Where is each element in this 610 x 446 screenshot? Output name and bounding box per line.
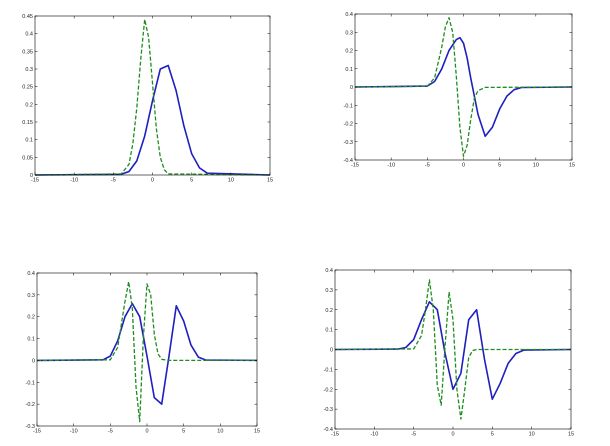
x-tick-label: 5 (491, 432, 494, 438)
x-tick-label: -5 (425, 163, 430, 169)
y-tick-label: -0.1 (26, 380, 35, 386)
x-tick-label: 10 (529, 432, 535, 438)
y-tick-label: 0.25 (22, 85, 33, 91)
y-tick-label: 0 (330, 348, 333, 354)
y-tick-label: 0.35 (22, 49, 33, 55)
x-tick-label: -10 (370, 432, 378, 438)
x-tick-label: -5 (411, 432, 416, 438)
x-tick-label: 10 (217, 429, 223, 435)
x-tick-label: 15 (569, 163, 575, 169)
y-tick-label: 0.4 (25, 32, 33, 38)
y-tick-label: 0.3 (27, 293, 35, 299)
y-tick-label: -0.4 (324, 427, 333, 433)
x-tick-label: 10 (533, 163, 539, 169)
y-tick-label: -0.1 (324, 367, 333, 373)
y-tick-label: 0.1 (27, 337, 35, 343)
y-tick-label: 0.1 (25, 138, 33, 144)
y-tick-label: 0.3 (325, 288, 333, 294)
y-tick-label: -0.3 (324, 407, 333, 413)
y-tick-label: -0.3 (26, 424, 35, 430)
y-tick-label: 0.15 (22, 120, 33, 126)
x-tick-label: 10 (228, 178, 234, 184)
y-tick-label: -0.2 (324, 387, 333, 393)
plot-bottom-right: -15 -10 -5 0 5 10 15 -0.4 -0.3 -0.2 -0.1 0 0.1 0.2 0.3… (324, 268, 575, 438)
x-tick-label: 5 (190, 178, 193, 184)
x-tick-label: 0 (451, 432, 454, 438)
y-tick-label: 0.2 (325, 308, 333, 314)
axes-frame (36, 272, 258, 427)
series-line-dashed (34, 18, 271, 176)
x-tick-label: -10 (70, 178, 78, 184)
x-tick-label: -10 (70, 429, 78, 435)
y-tick-label: 0.1 (345, 67, 353, 73)
x-tick-label: -15 (351, 163, 359, 169)
y-tick-label: 0.4 (325, 268, 333, 274)
x-tick-label: -15 (33, 429, 41, 435)
y-tick-label: -0.4 (344, 158, 353, 164)
y-tick-label: 0.2 (345, 49, 353, 55)
plot-top-right: -15 -10 -5 0 5 10 15 -0.4 -0.3 -0.2 -0.1 0 0.1 0.2 0.3… (344, 12, 576, 169)
y-tick-label: 0.3 (345, 30, 353, 36)
y-tick-label: -0.2 (26, 402, 35, 408)
x-tick-label: 0 (145, 429, 148, 435)
y-tick-label: 0.4 (27, 271, 35, 277)
y-tick-label: 0 (350, 85, 353, 91)
x-tick-label: -5 (108, 429, 113, 435)
x-tick-label: 0 (462, 163, 465, 169)
x-tick-label: 15 (254, 429, 260, 435)
series-line-solid (36, 302, 258, 405)
series-line-dashed (354, 17, 573, 157)
x-tick-label: -15 (31, 178, 39, 184)
y-tick-label: -0.1 (344, 103, 353, 109)
y-tick-label: 0.05 (22, 155, 33, 161)
y-tick-label: 0.1 (325, 328, 333, 334)
y-tick-label: 0.2 (27, 315, 35, 321)
y-tick-label: -0.3 (344, 140, 353, 146)
x-tick-label: 15 (267, 178, 273, 184)
series-line-solid (354, 36, 573, 138)
y-tick-label: 0.4 (345, 12, 353, 18)
x-tick-label: -5 (111, 178, 116, 184)
x-tick-label: -15 (331, 432, 339, 438)
y-tick-label: 0.45 (22, 14, 33, 20)
x-tick-label: 0 (151, 178, 154, 184)
y-tick-label: 0 (30, 173, 33, 179)
series-line-solid (34, 64, 271, 176)
y-tick-label: -0.2 (344, 122, 353, 128)
y-tick-label: 0.3 (25, 67, 33, 73)
x-tick-label: -10 (387, 163, 395, 169)
x-tick-label: 5 (182, 429, 185, 435)
x-tick-label: 15 (568, 432, 574, 438)
plot-top-left: -15 -10 -5 0 5 10 15 0 0.05 0.1 0.15 0.2 0.25 0.3 0.35… (22, 14, 273, 184)
axes-frame (34, 15, 271, 176)
series-line-dashed (334, 279, 571, 420)
x-tick-label: 5 (498, 163, 501, 169)
plot-bottom-left: -15 -10 -5 0 5 10 15 -0.3 -0.2 -0.1 0 0.1 0.2 0.3 0.4 (26, 271, 261, 435)
series-line-solid (334, 301, 572, 400)
series-line-dashed (36, 281, 257, 423)
y-tick-label: 0 (32, 358, 35, 364)
y-tick-label: 0.2 (25, 102, 33, 108)
